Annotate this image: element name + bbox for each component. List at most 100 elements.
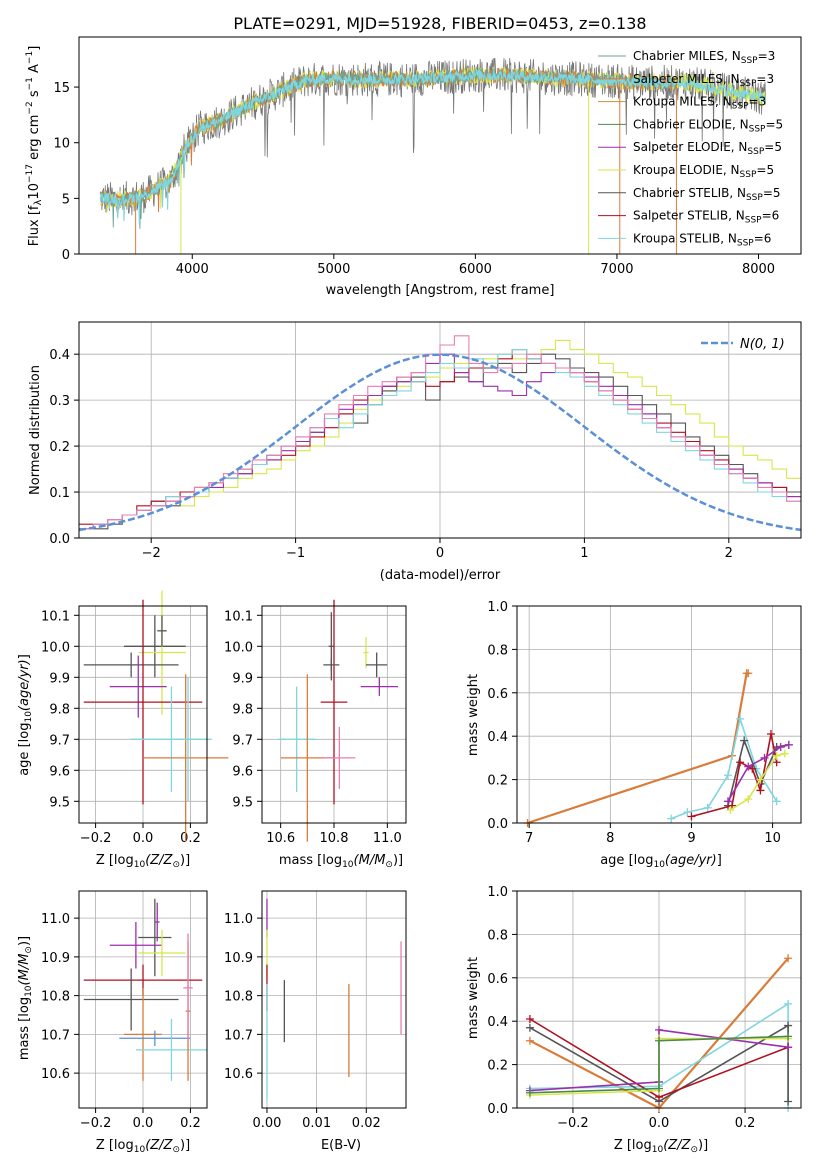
age-vs-mass-xlabel: mass [log10(M/M⊙)] — [279, 853, 403, 870]
xtick-label: 0.2 — [180, 1116, 201, 1131]
ytick-label: 0.4 — [487, 1015, 508, 1030]
weight-marker — [784, 1021, 793, 1030]
weight-marker — [655, 1025, 663, 1034]
weight-marker — [740, 736, 749, 745]
weight-marker — [525, 1015, 534, 1024]
ytick-label: 10.9 — [224, 951, 253, 966]
ytick-label: 10.8 — [224, 990, 253, 1005]
xtick-label: 10.8 — [320, 831, 349, 846]
residuals-ytick-label: 0.3 — [49, 394, 70, 409]
xtick-label: 8 — [606, 831, 614, 846]
spectrum-ytick-label: 10 — [53, 137, 70, 152]
weight-marker — [736, 714, 745, 723]
residuals-xlabel: (data-model)/error — [380, 568, 501, 583]
xtick-label: −0.2 — [557, 1116, 589, 1131]
weight-marker — [784, 999, 793, 1008]
residuals-xtick-label: −2 — [142, 546, 161, 561]
xtick-label: 10.6 — [266, 831, 295, 846]
weight-marker — [744, 795, 753, 804]
spectrum-xtick-label: 6000 — [459, 262, 492, 277]
mass_vs_Z-panel: −0.2 0.0 0.2 10.6 10.7 10.8 10.9 11.0 — [41, 890, 208, 1131]
residuals-panel: −2 −1 0 1 2 0.0 0.1 0.2 0.3 0.4 (data-model)/erro… — [28, 321, 802, 583]
weight-vs-age-ylabel: mass weight — [466, 674, 481, 756]
weight-marker — [780, 749, 789, 758]
legend-entry: Salpeter ELODIE, NSSP=5 — [633, 140, 782, 157]
age_vs_mass-panel: 10.6 10.8 11.0 9.5 9.6 9.7 9.8 9.9 10.0 10.1 — [224, 599, 407, 846]
weight-marker — [655, 1036, 663, 1045]
spectrum-ytick-label: 5 — [62, 192, 70, 207]
weight-marker — [744, 762, 753, 771]
weight-marker — [723, 797, 732, 806]
residuals-ylabel: Normed distribution — [28, 365, 43, 495]
gaussian-curve — [78, 353, 802, 532]
ytick-label: 10.7 — [224, 1028, 253, 1043]
ytick-label: 11.0 — [224, 912, 253, 927]
spectrum-xtick-label: 7000 — [600, 262, 633, 277]
mass-vs-ebv-xlabel: E(B-V) — [321, 1138, 361, 1153]
ytick-label: 1.0 — [487, 600, 508, 615]
spectrum-series — [99, 68, 767, 225]
ytick-label: 9.5 — [49, 795, 70, 810]
legend-entry: Chabrier STELIB, NSSP=5 — [633, 186, 781, 203]
residuals-xtick-label: 1 — [580, 546, 588, 561]
ytick-label: 1.0 — [487, 885, 508, 900]
weight-marker — [772, 751, 781, 760]
ytick-label: 0.4 — [487, 730, 508, 745]
ytick-label: 10.1 — [224, 609, 253, 624]
weight-marker — [723, 771, 732, 780]
weight_vs_Z-panel: −0.2 0.0 0.2 0.0 0.2 0.4 0.6 0.8 1.0 — [487, 885, 802, 1131]
spectrum-ytick-label: 15 — [53, 81, 70, 96]
weight-marker — [756, 786, 765, 795]
mass-vs-Z-xlabel: Z [log10(Z/Z⊙)] — [96, 1138, 190, 1155]
axes-frame — [78, 605, 208, 824]
age-ylabel: age [log10(age/yr)] — [17, 654, 34, 776]
ytick-label: 0.0 — [487, 1102, 508, 1117]
histogram-series — [79, 335, 801, 530]
weight_vs_age-panel: 7 8 9 10 0.0 0.2 0.4 0.6 0.8 1.0 — [487, 600, 802, 846]
xtick-label: 0.0 — [133, 1116, 154, 1131]
weight-marker — [776, 743, 785, 752]
legend-entry: Kroupa ELODIE, NSSP=5 — [633, 163, 774, 180]
spectrum-ylabel: Flux [fλ10−17 erg cm−2 s−1 A−1] — [25, 46, 44, 247]
ytick-label: 0.6 — [487, 687, 508, 702]
xtick-label: 0.0 — [649, 1116, 670, 1131]
xtick-label: 9 — [687, 831, 695, 846]
ytick-label: 9.6 — [232, 764, 253, 779]
weight-vs-age-xlabel: age [log10(age/yr)] — [600, 853, 722, 870]
ytick-label: 9.7 — [232, 733, 253, 748]
ytick-label: 0.8 — [487, 643, 508, 658]
histogram-series — [79, 349, 801, 530]
weight-series — [529, 1024, 789, 1103]
ytick-label: 0.2 — [487, 1059, 508, 1074]
weight-series — [670, 715, 778, 820]
axes-frame — [261, 890, 407, 1109]
axes-frame — [78, 890, 208, 1109]
residuals-legend: N(0, 1) — [701, 337, 785, 352]
xtick-label: 0.01 — [302, 1116, 331, 1131]
spectrum-xtick-label: 8000 — [742, 262, 775, 277]
age-vs-Z-xlabel: Z [log10(Z/Z⊙)] — [96, 853, 190, 870]
weight-marker — [687, 812, 696, 821]
residuals-xtick-label: −1 — [286, 546, 305, 561]
spectrum-legend: Chabrier MILES, NSSP=3 Salpeter MILES, NS… — [598, 49, 783, 248]
weight-vs-Z-xlabel: Z [log10(Z/Z⊙)] — [614, 1138, 708, 1155]
ytick-label: 0.8 — [487, 928, 508, 943]
legend-entry: Salpeter STELIB, NSSP=6 — [633, 209, 779, 226]
weight-marker — [784, 954, 793, 963]
xtick-label: 0.0 — [133, 831, 154, 846]
axes-frame — [516, 890, 802, 1109]
legend-entry: Chabrier MILES, NSSP=3 — [633, 49, 775, 66]
ytick-label: 10.6 — [224, 1067, 253, 1082]
spectrum-xlabel: wavelength [Angstrom, rest frame] — [326, 283, 555, 298]
figure-title: PLATE=0291, MJD=51928, FIBERID=0453, z=0… — [233, 14, 646, 33]
ytick-label: 9.8 — [232, 702, 253, 717]
xtick-label: −0.2 — [80, 1116, 112, 1131]
ytick-label: 10.1 — [41, 609, 70, 624]
legend-entry: Kroupa MILES, NSSP=3 — [633, 95, 766, 112]
ytick-label: 0.6 — [487, 972, 508, 987]
legend-entry: Kroupa STELIB, NSSP=6 — [633, 231, 771, 248]
residuals-ytick-label: 0.2 — [49, 440, 70, 455]
xtick-label: 10 — [764, 831, 781, 846]
legend-entry: Chabrier ELODIE, NSSP=5 — [633, 117, 783, 134]
